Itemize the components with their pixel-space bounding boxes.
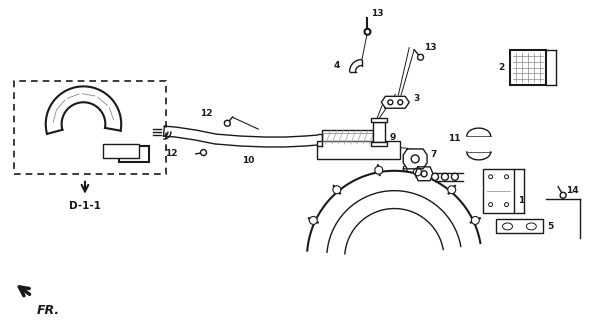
Text: D-1-1: D-1-1 xyxy=(69,201,101,211)
Bar xyxy=(119,146,149,162)
Ellipse shape xyxy=(503,223,513,230)
Circle shape xyxy=(489,175,493,179)
Text: 11: 11 xyxy=(448,133,461,142)
Text: 12: 12 xyxy=(165,149,178,158)
Circle shape xyxy=(375,166,383,174)
Circle shape xyxy=(418,54,424,60)
Text: 14: 14 xyxy=(566,186,579,195)
Bar xyxy=(496,220,543,233)
Text: 13: 13 xyxy=(424,43,437,52)
Bar xyxy=(510,50,546,85)
Bar xyxy=(372,142,388,146)
Circle shape xyxy=(333,186,341,194)
Circle shape xyxy=(431,173,438,180)
Bar xyxy=(317,141,400,159)
Circle shape xyxy=(309,216,317,224)
Bar xyxy=(372,118,388,122)
Circle shape xyxy=(448,186,455,194)
Polygon shape xyxy=(163,126,318,147)
Circle shape xyxy=(451,173,458,180)
Circle shape xyxy=(388,100,393,105)
Text: 12: 12 xyxy=(200,109,212,118)
Circle shape xyxy=(471,216,479,224)
Polygon shape xyxy=(415,167,433,181)
Circle shape xyxy=(489,203,493,206)
Text: 7: 7 xyxy=(430,150,437,159)
Text: 4: 4 xyxy=(333,61,340,70)
Text: 1: 1 xyxy=(519,196,525,205)
Text: 6: 6 xyxy=(402,165,408,174)
Text: 5: 5 xyxy=(548,222,553,231)
Polygon shape xyxy=(350,60,362,71)
Bar xyxy=(373,122,385,142)
Ellipse shape xyxy=(526,223,536,230)
Circle shape xyxy=(441,173,448,180)
Text: 8: 8 xyxy=(353,149,360,158)
Circle shape xyxy=(414,168,421,176)
Bar xyxy=(322,130,373,144)
Polygon shape xyxy=(381,96,409,108)
Circle shape xyxy=(504,203,509,206)
Circle shape xyxy=(201,149,206,156)
Polygon shape xyxy=(403,149,427,169)
Polygon shape xyxy=(307,171,480,254)
Text: FR.: FR. xyxy=(37,304,60,317)
Circle shape xyxy=(421,171,427,177)
Bar xyxy=(103,144,139,158)
Bar xyxy=(483,169,514,212)
Circle shape xyxy=(398,100,403,105)
Text: 13: 13 xyxy=(372,9,384,19)
Text: 2: 2 xyxy=(499,63,504,72)
Circle shape xyxy=(224,120,230,126)
Circle shape xyxy=(411,155,419,163)
Circle shape xyxy=(560,192,566,198)
Circle shape xyxy=(365,29,371,35)
Text: 3: 3 xyxy=(413,94,419,103)
Text: 9: 9 xyxy=(389,132,396,141)
Bar xyxy=(14,81,166,174)
Text: 10: 10 xyxy=(242,156,254,165)
Circle shape xyxy=(504,175,509,179)
Polygon shape xyxy=(46,86,121,134)
